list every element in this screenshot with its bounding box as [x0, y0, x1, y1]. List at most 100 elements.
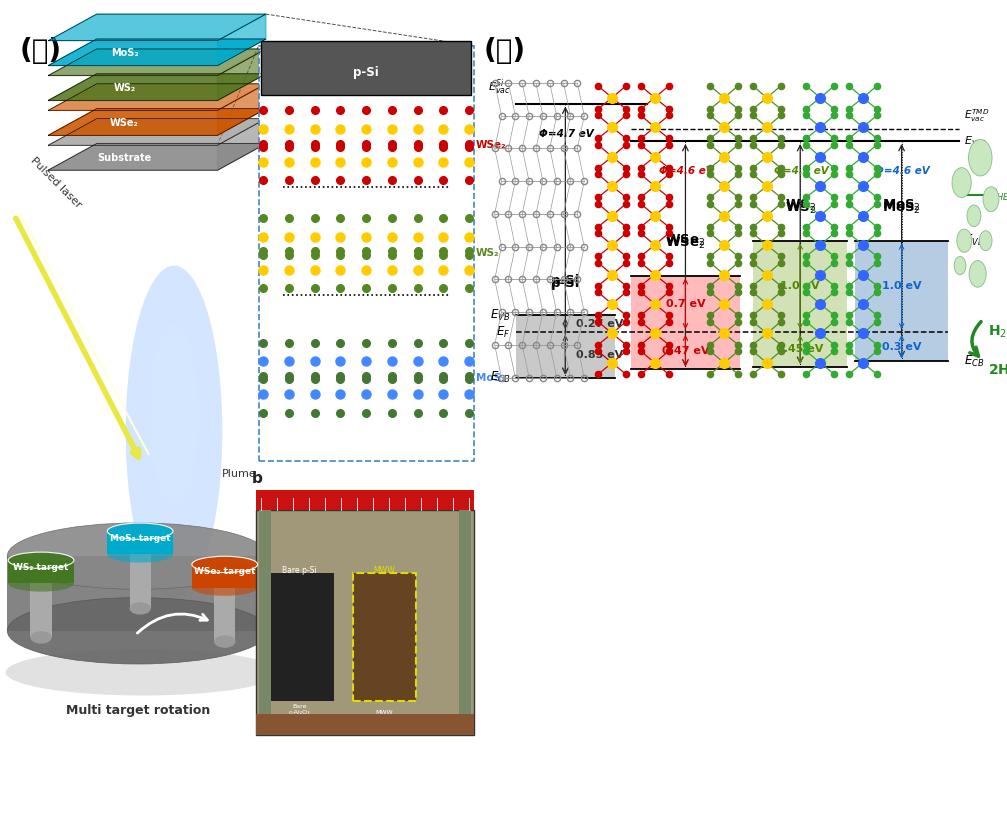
- Ellipse shape: [8, 575, 74, 592]
- Text: WS₂: WS₂: [114, 83, 136, 93]
- Text: $E_{vac}$: $E_{vac}$: [965, 134, 987, 148]
- Bar: [855, 241, 949, 361]
- Text: 2H$^+$: 2H$^+$: [988, 361, 1007, 378]
- Text: 0.7 eV: 0.7 eV: [666, 299, 705, 309]
- Text: (나): (나): [484, 37, 526, 66]
- Bar: [7, 556, 268, 631]
- Circle shape: [969, 261, 986, 287]
- Circle shape: [967, 205, 981, 227]
- Bar: [130, 554, 151, 608]
- Text: 0.3 eV: 0.3 eV: [882, 341, 921, 352]
- Text: 0.85 eV: 0.85 eV: [576, 349, 623, 360]
- Ellipse shape: [126, 266, 223, 598]
- Circle shape: [983, 187, 999, 212]
- Text: WSe₂: WSe₂: [110, 118, 139, 128]
- FancyBboxPatch shape: [261, 42, 471, 95]
- Circle shape: [979, 231, 992, 251]
- Text: MoS$_2$: MoS$_2$: [882, 201, 921, 216]
- Bar: [459, 510, 471, 714]
- Text: MoS$_2$: MoS$_2$: [882, 198, 921, 213]
- Text: WS$_2$: WS$_2$: [784, 201, 816, 216]
- Bar: [8, 560, 74, 583]
- Ellipse shape: [6, 649, 280, 696]
- Text: p-Si: p-Si: [551, 277, 580, 290]
- Ellipse shape: [150, 324, 198, 506]
- Text: $E_{vac}^{Si}$: $E_{vac}^{Si}$: [488, 77, 511, 97]
- Bar: [256, 490, 473, 510]
- Text: 1.0 eV: 1.0 eV: [882, 281, 921, 291]
- Bar: [630, 276, 740, 369]
- Bar: [271, 573, 333, 701]
- Ellipse shape: [7, 523, 268, 589]
- Ellipse shape: [214, 636, 236, 647]
- Polygon shape: [218, 14, 266, 66]
- Text: MoS₂: MoS₂: [476, 373, 506, 383]
- Ellipse shape: [8, 552, 74, 569]
- Text: WSe₂: WSe₂: [476, 140, 507, 150]
- Text: $E_{VB}$: $E_{VB}$: [965, 233, 985, 248]
- Text: WS₂ target: WS₂ target: [13, 563, 68, 572]
- Ellipse shape: [192, 579, 258, 596]
- Ellipse shape: [7, 598, 268, 664]
- Bar: [256, 510, 473, 735]
- Bar: [108, 531, 173, 554]
- Text: p-Si: p-Si: [551, 274, 580, 287]
- Polygon shape: [48, 119, 266, 145]
- Circle shape: [957, 229, 972, 252]
- Polygon shape: [48, 14, 266, 41]
- Polygon shape: [48, 49, 266, 76]
- Text: Bare
c-Al₂O₃: Bare c-Al₂O₃: [289, 704, 310, 715]
- Circle shape: [955, 256, 966, 275]
- Ellipse shape: [130, 603, 151, 614]
- Text: $E_{CB}$: $E_{CB}$: [490, 370, 511, 385]
- Text: 0.47 eV: 0.47 eV: [662, 345, 709, 356]
- Ellipse shape: [192, 556, 258, 573]
- Text: WS$_2$: WS$_2$: [784, 198, 816, 213]
- Ellipse shape: [108, 523, 173, 540]
- Text: WSe$_2$: WSe$_2$: [666, 233, 706, 248]
- Ellipse shape: [30, 632, 51, 644]
- Text: MWW: MWW: [376, 710, 393, 715]
- Text: WS₂: WS₂: [476, 248, 499, 258]
- Bar: [259, 510, 271, 714]
- Circle shape: [969, 139, 992, 176]
- Bar: [516, 315, 614, 378]
- Circle shape: [952, 168, 971, 198]
- Bar: [352, 573, 416, 701]
- Polygon shape: [218, 84, 266, 135]
- Text: Multi target rotation: Multi target rotation: [65, 704, 209, 717]
- Text: $E_{CB}$: $E_{CB}$: [965, 354, 985, 369]
- Polygon shape: [48, 84, 266, 110]
- Polygon shape: [48, 74, 266, 100]
- Text: 0.27 eV: 0.27 eV: [576, 319, 623, 329]
- Text: H$_2$: H$_2$: [988, 324, 1007, 340]
- Bar: [753, 241, 847, 367]
- Bar: [256, 714, 473, 735]
- Bar: [192, 564, 258, 588]
- Text: $E_{vac}^{TMD}$: $E_{vac}^{TMD}$: [965, 108, 990, 124]
- Text: b: b: [252, 471, 262, 486]
- Text: $E_F$: $E_F$: [496, 325, 511, 339]
- Bar: [214, 588, 236, 642]
- Text: Φ=4.7 eV: Φ=4.7 eV: [539, 129, 593, 139]
- Ellipse shape: [108, 546, 173, 563]
- Text: (가): (가): [19, 37, 61, 66]
- Text: V$_{HER}$ ~ 4.5 eV: V$_{HER}$ ~ 4.5 eV: [988, 188, 1007, 203]
- Bar: [30, 583, 51, 637]
- Polygon shape: [218, 49, 266, 100]
- Text: Bare p-Si: Bare p-Si: [282, 566, 317, 574]
- Text: 0.45 eV: 0.45 eV: [776, 344, 824, 354]
- Text: Φ=4.6 eV: Φ=4.6 eV: [773, 166, 828, 176]
- Text: p-Si: p-Si: [353, 66, 379, 79]
- Polygon shape: [48, 144, 266, 170]
- Text: Φ=4.6 eV: Φ=4.6 eV: [875, 166, 929, 176]
- Bar: [259, 46, 473, 461]
- Text: MoS₂ target: MoS₂ target: [110, 534, 170, 543]
- Polygon shape: [48, 39, 266, 66]
- Text: Plume: Plume: [223, 469, 257, 479]
- Text: MoS₂: MoS₂: [111, 48, 138, 58]
- Text: Pulsed laser: Pulsed laser: [29, 155, 84, 209]
- Text: 1.0 eV: 1.0 eV: [780, 281, 820, 291]
- Text: WSe₂ target: WSe₂ target: [194, 567, 256, 576]
- Text: $E_{VB}$: $E_{VB}$: [490, 308, 511, 323]
